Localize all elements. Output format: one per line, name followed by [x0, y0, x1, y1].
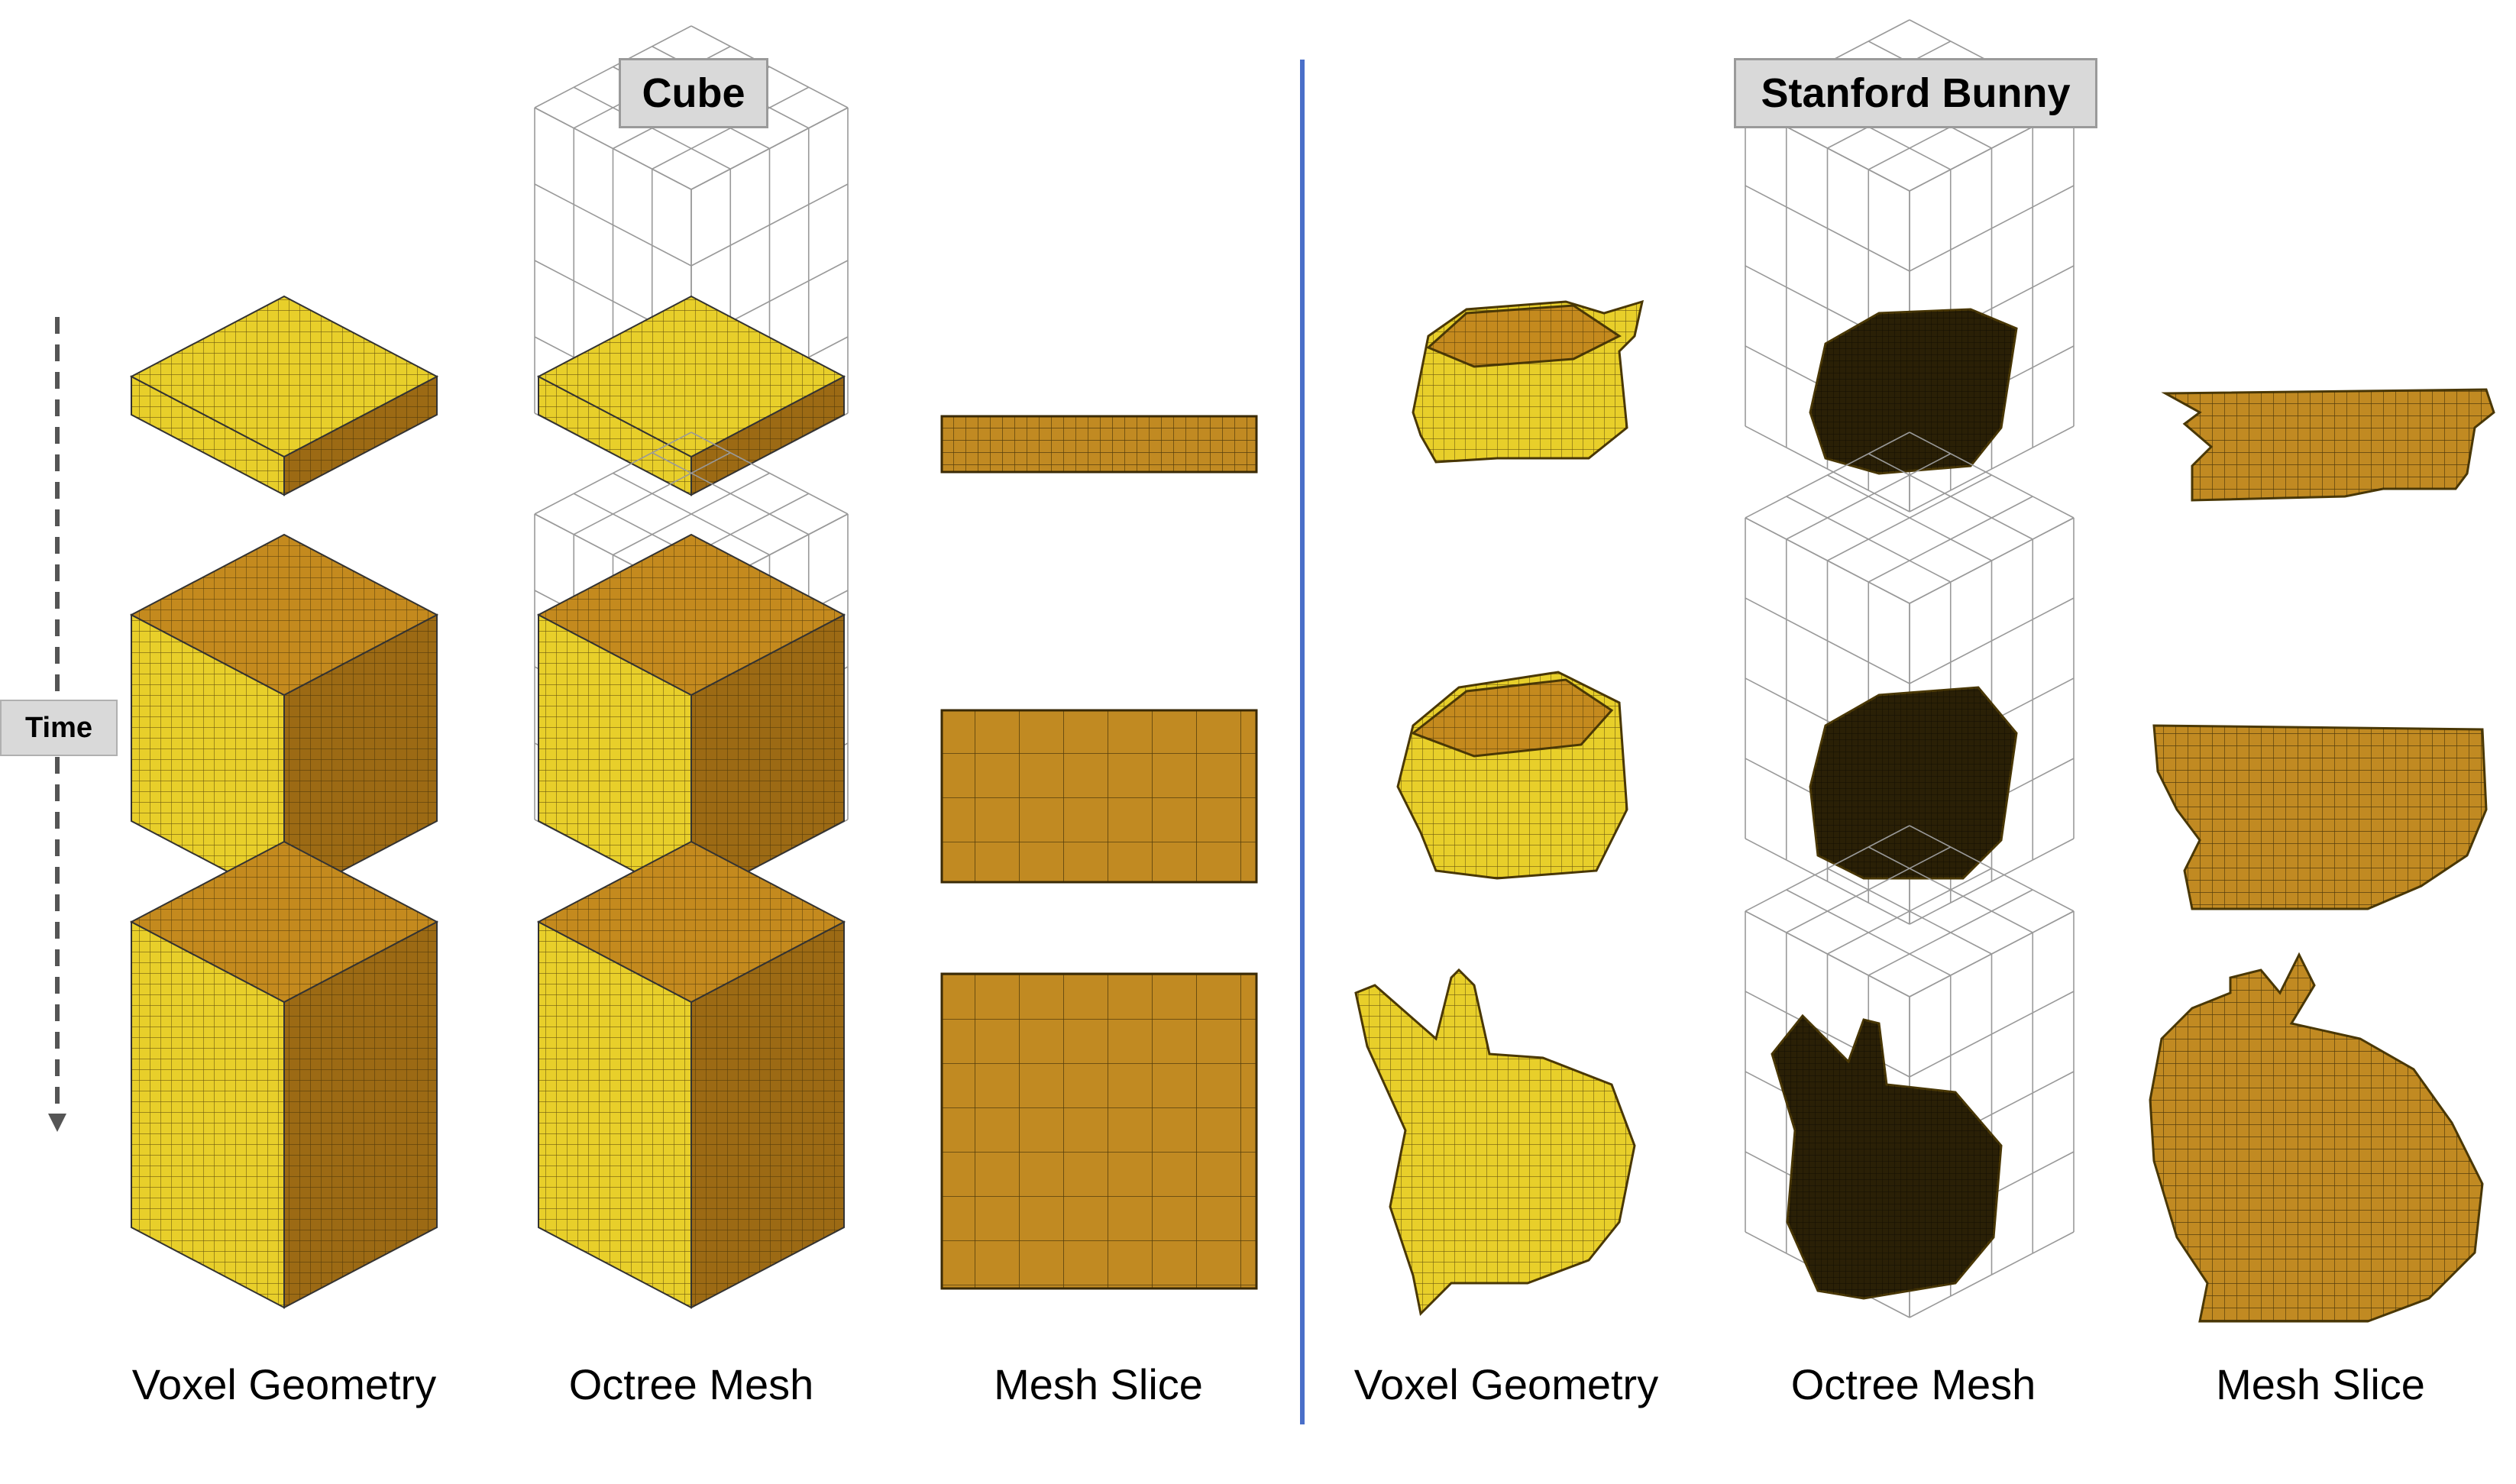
octree-bunny-wire-t3-top-line-b: [1909, 825, 2075, 912]
voxel-cube-t1-left-grid: [131, 377, 284, 495]
col-label-voxel-geometry-bunny: Voxel Geometry: [1353, 1360, 1659, 1408]
octree-bunny-wire-t3-hline-right: [1909, 910, 2075, 997]
octree-wire-t2-top-line-b: [690, 432, 849, 515]
octree-bunny-t2-grid: [1810, 687, 2016, 878]
octree-bunny-wire-t1-hline-left: [1745, 425, 1910, 512]
octree-bunny-wire-t2-top-line-b: [1827, 474, 1992, 561]
voxel-bunny-t2-top-grid: [1413, 680, 1612, 756]
mesh-slice-cube-t1-grid: [942, 416, 1256, 472]
octree-wire-t1-hline-right: [690, 183, 849, 267]
octree-bunny-wire-t1-hline-right: [1909, 185, 2075, 272]
octree-bunny-t1-grid: [1810, 309, 2016, 474]
octree-bunny-wire-t2-hline-right: [1909, 597, 2075, 684]
col-label-mesh-slice-bunny: Mesh Slice: [2216, 1360, 2425, 1408]
mesh-slice-bunny-t2-grid: [2154, 726, 2486, 909]
time-arrow-head: [48, 1114, 66, 1132]
voxel-cube-t3-left-grid: [131, 922, 284, 1308]
col-label-octree-mesh-cube: Octree Mesh: [568, 1360, 814, 1408]
octree-wire-t1-hline-left: [534, 107, 692, 190]
octree-bunny-wire-t3-hline-right: [1909, 1231, 2075, 1318]
mesh-slice-bunny-t1-grid: [2165, 390, 2494, 500]
octree-bunny-wire-t2-hline-right: [1909, 838, 2075, 925]
octree-cube-t2-right-grid: [691, 615, 844, 901]
octree-bunny-wire-t2-hline-left: [1745, 517, 1910, 604]
octree-wire-t1-hline-right: [690, 107, 849, 190]
octree-wire-t2-top-line-b: [613, 472, 770, 556]
octree-bunny-wire-t3-top-line-b: [1868, 846, 2033, 933]
octree-bunny-wire-t2-top-line-b: [1868, 453, 2033, 540]
cube-section: [129, 25, 1258, 1309]
octree-bunny-wire-t2-hline-left: [1745, 838, 1910, 925]
octree-wire-t2-top-line-b: [652, 452, 810, 535]
octree-bunny-wire-t2-top-line-b: [1909, 432, 2075, 519]
octree-bunny-wire-t2-top-line-a: [1868, 496, 2033, 583]
voxel-cube-t1-right-grid: [284, 377, 437, 495]
octree-wire-t1-top-line-b: [690, 25, 849, 108]
voxel-bunny-t1-top-grid: [1428, 306, 1619, 367]
octree-cube-t2-left-grid: [538, 615, 691, 901]
octree-bunny-t3-grid: [1772, 1016, 2001, 1298]
octree-bunny-wire-t2-hline-left: [1745, 597, 1910, 684]
octree-bunny-wire-t1-hline-left: [1745, 185, 1910, 272]
voxel-cube-t2-left-grid: [131, 615, 284, 901]
octree-cube-t1-left-grid: [538, 377, 691, 495]
octree-bunny-wire-t3-top-line-b: [1827, 868, 1992, 955]
mesh-slice-cube-t3-grid: [942, 974, 1256, 1288]
octree-cube-t3-right-grid: [691, 922, 844, 1308]
mesh-slice-bunny-t3-grid: [2150, 955, 2482, 1321]
octree-bunny-wire-t3-hline-left: [1745, 910, 1910, 997]
octree-bunny-wire-t2-hline-right: [1909, 517, 2075, 604]
col-label-mesh-slice-cube: Mesh Slice: [994, 1360, 1203, 1408]
octree-cube-t3-top-grid: [538, 842, 844, 1002]
mesh-slice-cube-t2-grid: [942, 710, 1256, 882]
voxel-bunny-t3-grid: [1356, 970, 1635, 1314]
bunny-section: [1354, 19, 2495, 1323]
title-stanford-bunny: Stanford Bunny: [1734, 58, 2097, 128]
voxel-cube-t3-right-grid: [284, 922, 437, 1308]
col-label-voxel-geometry-cube: Voxel Geometry: [131, 1360, 437, 1408]
octree-cube-t1-top-grid: [538, 296, 844, 457]
octree-wire-t1-hline-left: [534, 183, 692, 267]
octree-cube-t3-left-grid: [538, 922, 691, 1308]
title-cube: Cube: [619, 58, 768, 128]
voxel-cube-t2-top-grid: [131, 535, 437, 695]
octree-cube-t2-top-grid: [538, 535, 844, 695]
octree-bunny-wire-t1-hline-right: [1909, 425, 2075, 512]
time-label: Time: [0, 700, 118, 756]
octree-cube-t1-right-grid: [691, 377, 844, 495]
octree-bunny-wire-t3-hline-right: [1909, 991, 2075, 1078]
voxel-cube-t1-top-grid: [131, 296, 437, 457]
voxel-cube-t3-top-grid: [131, 842, 437, 1002]
voxel-cube-t2-right-grid: [284, 615, 437, 901]
col-label-octree-mesh-bunny: Octree Mesh: [1790, 1360, 2036, 1408]
octree-bunny-wire-t3-top-line-a: [1868, 889, 2033, 976]
